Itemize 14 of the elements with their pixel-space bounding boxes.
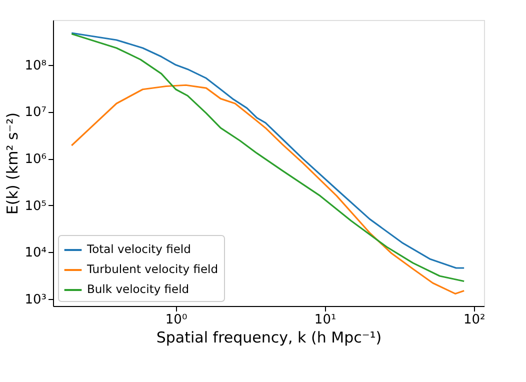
x-tick-label: 10¹ <box>314 312 336 328</box>
y-tick-label: 10⁵ <box>24 198 46 214</box>
legend-label: Bulk velocity field <box>87 282 190 296</box>
y-tick-label: 10⁷ <box>24 105 46 120</box>
x-axis-title: Spatial frequency, k (h Mpc⁻¹) <box>156 328 382 346</box>
y-tick-label: 10⁴ <box>24 246 46 261</box>
x-tick-label: 10⁰ <box>165 312 188 328</box>
legend-label: Turbulent velocity field <box>86 262 218 276</box>
y-axis-title: E(k) (km² s⁻²) <box>4 112 22 215</box>
legend-label: Total velocity field <box>86 242 191 256</box>
y-tick-label: 10³ <box>24 292 46 308</box>
y-tick-label: 10⁸ <box>24 58 46 74</box>
y-tick-label: 10⁶ <box>24 152 46 168</box>
x-tick-label: 10² <box>463 312 486 328</box>
